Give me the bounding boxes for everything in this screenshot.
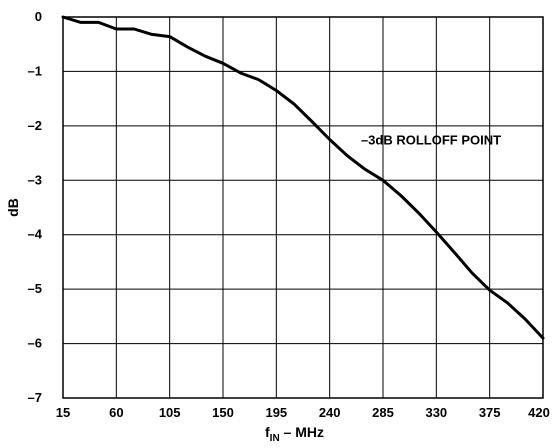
x-axis-label: fIN – MHz — [265, 424, 324, 444]
x-tick-label: 195 — [265, 405, 287, 420]
x-tick-label: 15 — [56, 405, 70, 420]
x-tick-label: 375 — [479, 405, 501, 420]
x-axis-label-main: f — [265, 424, 270, 440]
y-tick-label: –6 — [28, 336, 42, 351]
y-tick-label: 0 — [35, 9, 42, 24]
x-axis-label-units: – MHz — [280, 424, 324, 440]
x-tick-label: 285 — [372, 405, 394, 420]
x-tick-label: 330 — [425, 405, 447, 420]
x-tick-label: 150 — [212, 405, 234, 420]
y-tick-label: –7 — [28, 390, 42, 405]
rolloff-annotation: –3dB ROLLOFF POINT — [361, 132, 501, 147]
y-axis-label: dB — [5, 198, 21, 217]
response-curve — [61, 15, 545, 340]
x-tick-label: 420 — [528, 405, 550, 420]
y-tick-label: –1 — [28, 63, 42, 78]
y-tick-label: –2 — [28, 118, 42, 133]
y-tick-label: –4 — [28, 227, 43, 242]
y-tick-label: –5 — [28, 281, 42, 296]
x-tick-labels: 15 60 105 150 195 240 285 330 375 420 — [56, 405, 550, 420]
plot-frame — [62, 16, 544, 399]
y-tick-labels: 0 –1 –2 –3 –4 –5 –6 –7 — [28, 9, 43, 405]
x-tick-label: 105 — [159, 405, 181, 420]
x-axis-label-subscript: IN — [270, 433, 280, 444]
y-tick-label: –3 — [28, 172, 42, 187]
grid-lines — [62, 16, 544, 399]
x-tick-label: 60 — [109, 405, 123, 420]
x-tick-label: 240 — [319, 405, 341, 420]
